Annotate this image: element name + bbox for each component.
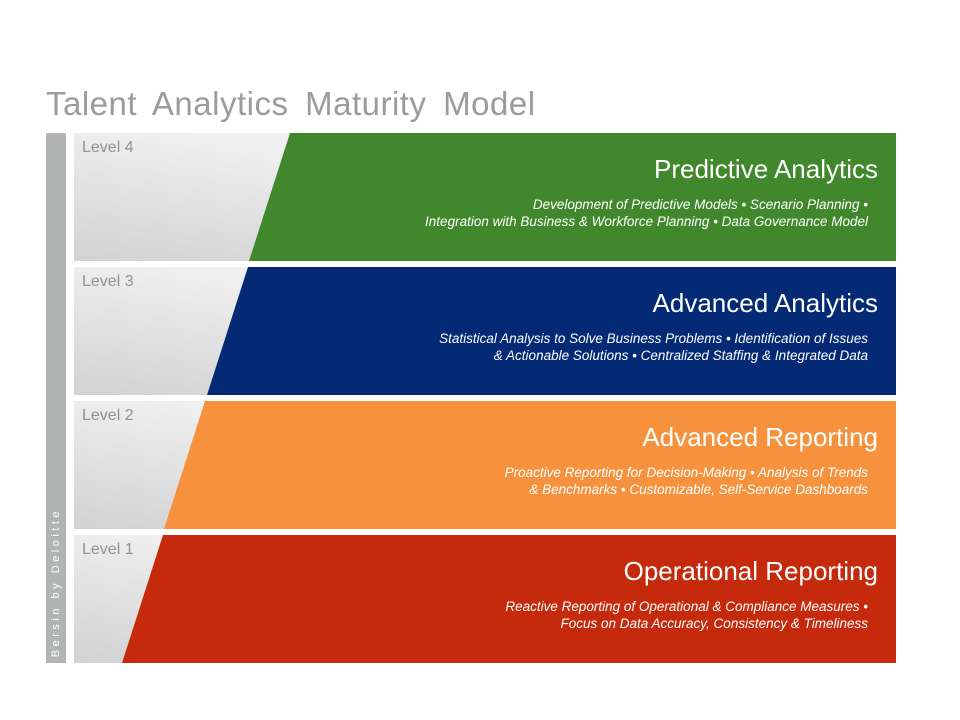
level-label: Level 1 bbox=[82, 541, 134, 558]
slide-title: Talent Analytics Maturity Model bbox=[46, 85, 536, 122]
level-label: Level 3 bbox=[82, 273, 134, 290]
band-description: Reactive Reporting of Operational & Comp… bbox=[122, 598, 869, 632]
band-title: Operational Reporting bbox=[623, 556, 878, 586]
band-description-line: Statistical Analysis to Solve Business P… bbox=[439, 330, 868, 346]
band-description-line: Integration with Business & Workforce Pl… bbox=[425, 213, 868, 229]
band-advanced-reporting: Advanced Reporting Proactive Reporting f… bbox=[164, 401, 896, 529]
band-operational-reporting: Operational Reporting Reactive Reporting… bbox=[122, 535, 896, 663]
band-title: Predictive Analytics bbox=[654, 154, 878, 184]
band-description-line: & Actionable Solutions • Centralized Sta… bbox=[493, 347, 868, 363]
band-description-line: & Benchmarks • Customizable, Self-Servic… bbox=[529, 481, 868, 497]
brand-sidebar: Bersin by Deloitte bbox=[46, 133, 66, 663]
band-description-line: Development of Predictive Models • Scena… bbox=[532, 196, 868, 212]
maturity-band-level-1: Level 1 Operational Reporting Reactive R… bbox=[74, 535, 896, 663]
band-title: Advanced Analytics bbox=[652, 288, 878, 318]
brand-vertical-label: Bersin by Deloitte bbox=[50, 507, 62, 657]
maturity-band-level-2: Level 2 Advanced Reporting Proactive Rep… bbox=[74, 401, 896, 529]
band-advanced-analytics: Advanced Analytics Statistical Analysis … bbox=[207, 267, 896, 395]
band-predictive-analytics: Predictive Analytics Development of Pred… bbox=[249, 133, 896, 261]
band-description-line: Focus on Data Accuracy, Consistency & Ti… bbox=[560, 615, 869, 631]
band-description: Statistical Analysis to Solve Business P… bbox=[207, 330, 868, 364]
band-description-line: Reactive Reporting of Operational & Comp… bbox=[505, 598, 868, 614]
band-description-line: Proactive Reporting for Decision-Making … bbox=[504, 464, 868, 480]
band-title: Advanced Reporting bbox=[642, 422, 878, 452]
band-description: Development of Predictive Models • Scena… bbox=[249, 196, 868, 230]
maturity-band-level-4: Level 4 Predictive Analytics Development… bbox=[74, 133, 896, 261]
level-label: Level 2 bbox=[82, 407, 134, 424]
maturity-band-level-3: Level 3 Advanced Analytics Statistical A… bbox=[74, 267, 896, 395]
level-label: Level 4 bbox=[82, 139, 134, 156]
band-description: Proactive Reporting for Decision-Making … bbox=[164, 464, 868, 498]
